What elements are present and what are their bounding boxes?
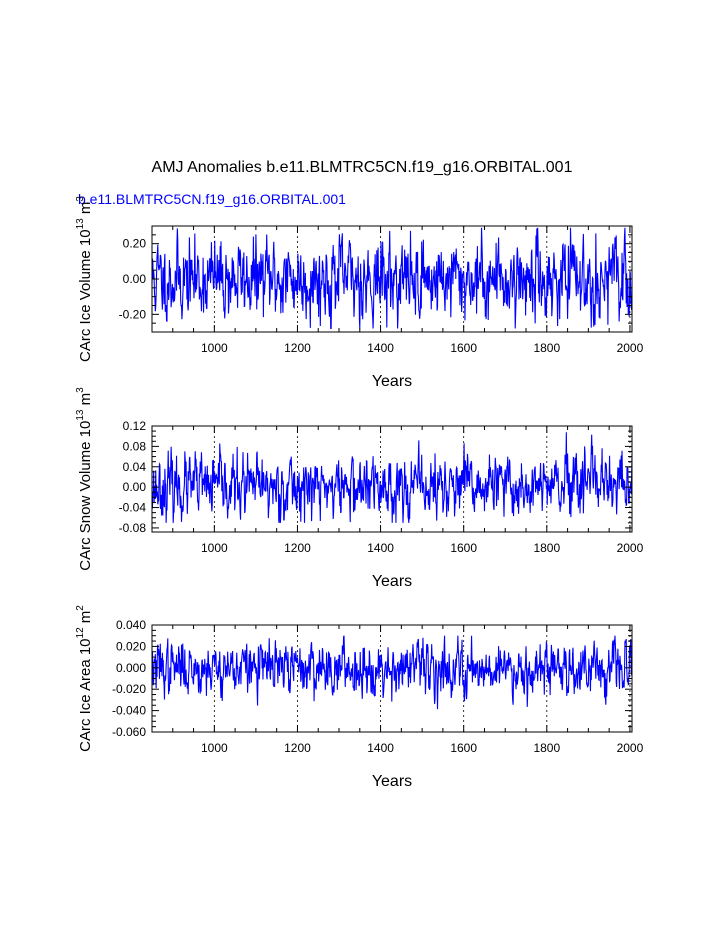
y-tick-label: 0.00 [123,480,147,494]
y-tick-label: -0.20 [119,307,147,321]
y-tick-label: 0.000 [116,661,146,675]
y-tick-label: 0.04 [123,460,147,474]
y-tick-label: -0.08 [119,521,147,535]
x-tick-label: 1200 [284,741,311,755]
x-tick-label: 1600 [450,541,477,555]
x-tick-label: 2000 [617,541,644,555]
ice-volume-y-axis-title: CArc Ice Volume 1013 m3 [75,196,94,362]
snow-volume-panel: 1000 1200 1400 1600 1800 2000 -0.08 -0.04 0.00 0.… [75,387,644,590]
x-tick-label: 1000 [201,741,228,755]
y-tick-label: -0.020 [112,682,146,696]
y-tick-label: 0.020 [116,639,146,653]
x-tick-label: 1600 [450,341,477,355]
x-tick-label: 1800 [533,741,560,755]
x-tick-label: 1400 [367,541,394,555]
snow-volume-x-axis-title: Years [372,573,412,590]
ice-area-panel: 1000 1200 1400 1600 1800 2000 -0.060 -0.040 -0.0… [75,605,644,790]
y-tick-label: 0.00 [123,272,147,286]
snow-volume-series-line [151,432,633,523]
snow-volume-plot-frame [151,425,633,533]
ice-area-y-axis-title: CArc Ice Area 1012 m2 [75,605,94,752]
x-tick-label: 1200 [284,541,311,555]
ice-area-x-axis-title: Years [372,773,412,790]
x-tick-label: 2000 [617,741,644,755]
y-tick-label: 0.20 [123,237,147,251]
ice-volume-series-line [151,227,633,330]
x-tick-label: 1000 [201,341,228,355]
x-tick-label: 1800 [533,541,560,555]
y-tick-label: 0.12 [123,419,147,433]
y-tick-label: -0.060 [112,725,146,739]
y-tick-label: -0.040 [112,704,146,718]
x-tick-label: 1600 [450,741,477,755]
x-tick-label: 1800 [533,341,560,355]
figure-title: AMJ Anomalies b.e11.BLMTRC5CN.f19_g16.OR… [152,159,573,176]
y-tick-label: 0.040 [116,618,146,632]
ice-volume-x-axis-title: Years [372,373,412,390]
x-tick-label: 1400 [367,341,394,355]
x-tick-label: 2000 [617,341,644,355]
snow-volume-y-axis-title: CArc Snow Volume 1013 m3 [75,387,94,571]
x-tick-label: 1000 [201,541,228,555]
ice-volume-panel: 1000 1200 1400 1600 1800 2000 -0.20 0.00 0.20 Yea… [75,196,644,390]
ice-area-series-line [151,635,633,710]
y-tick-label: 0.08 [123,439,147,453]
x-tick-label: 1200 [284,341,311,355]
x-tick-label: 1400 [367,741,394,755]
y-tick-label: -0.04 [119,501,147,515]
run-label: b.e11.BLMTRC5CN.f19_g16.ORBITAL.001 [78,191,346,207]
